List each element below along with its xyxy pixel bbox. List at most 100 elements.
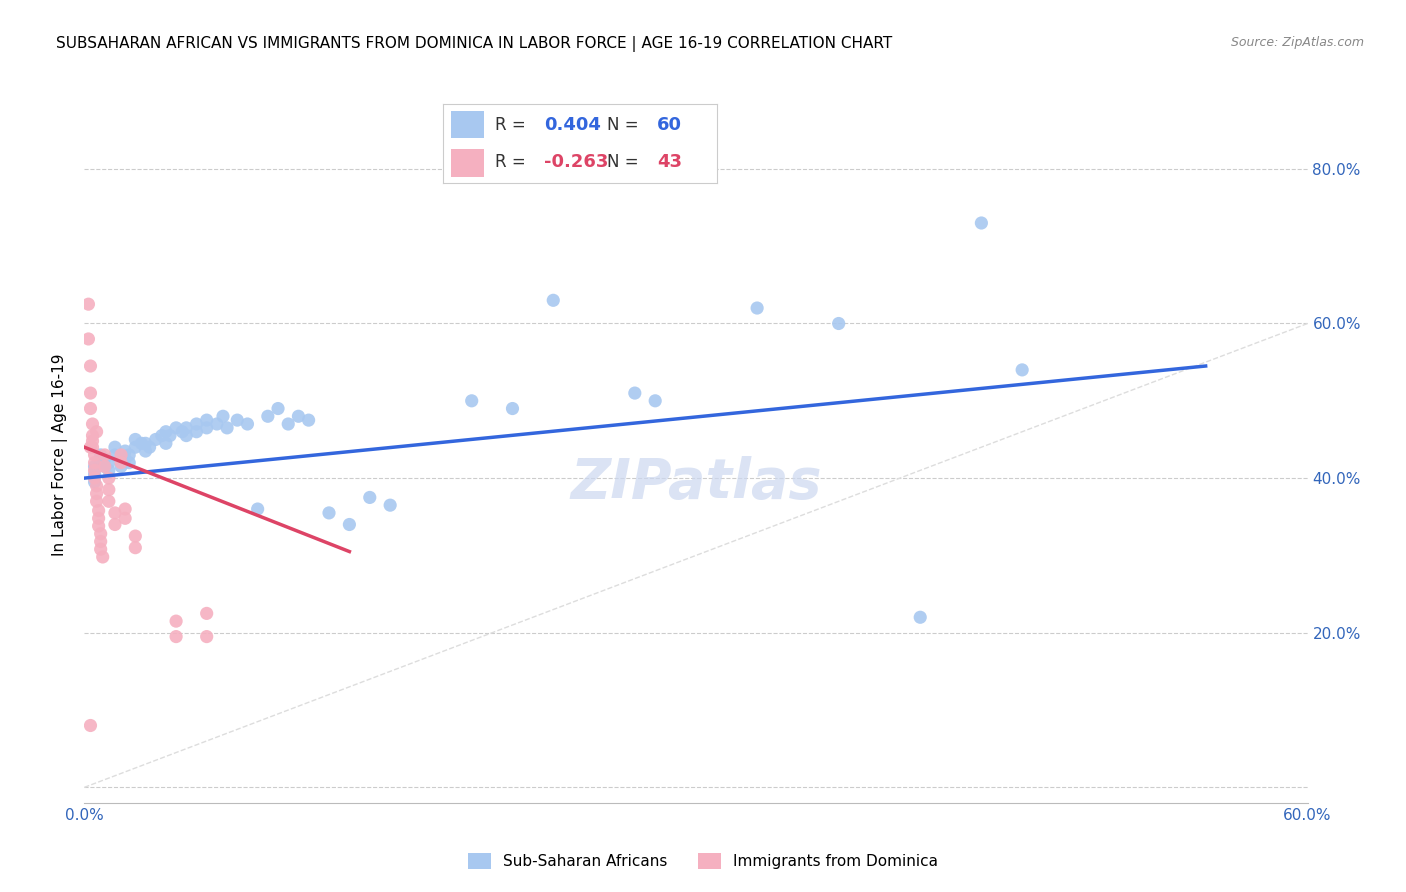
- Point: [77, 297, 100, 311]
- Point: [195, 630, 218, 644]
- Text: 0.404: 0.404: [544, 116, 602, 134]
- Point: [318, 506, 340, 520]
- Point: [543, 293, 565, 308]
- Point: [77, 332, 100, 346]
- Text: SUBSAHARAN AFRICAN VS IMMIGRANTS FROM DOMINICA IN LABOR FORCE | AGE 16-19 CORREL: SUBSAHARAN AFRICAN VS IMMIGRANTS FROM DO…: [56, 36, 893, 52]
- Point: [93, 451, 117, 466]
- Point: [83, 456, 105, 470]
- Legend: Sub-Saharan Africans, Immigrants from Dominica: Sub-Saharan Africans, Immigrants from Do…: [461, 847, 945, 875]
- Point: [226, 413, 249, 427]
- Text: N =: N =: [607, 153, 644, 171]
- Point: [236, 417, 259, 431]
- Point: [124, 529, 146, 543]
- Point: [87, 519, 110, 533]
- Point: [91, 549, 114, 564]
- Point: [83, 467, 105, 482]
- Point: [212, 409, 235, 424]
- Point: [104, 448, 127, 462]
- Point: [104, 506, 127, 520]
- Point: [83, 475, 105, 489]
- Point: [90, 526, 112, 541]
- Point: [104, 440, 127, 454]
- Point: [79, 401, 101, 416]
- Text: ZIPatlas: ZIPatlas: [571, 456, 821, 509]
- Point: [124, 440, 146, 454]
- Point: [910, 610, 932, 624]
- Point: [93, 459, 117, 474]
- Point: [114, 511, 136, 525]
- Point: [86, 425, 108, 439]
- FancyBboxPatch shape: [451, 149, 484, 177]
- Point: [195, 413, 218, 427]
- Point: [118, 448, 141, 462]
- Point: [79, 359, 101, 373]
- Point: [257, 409, 280, 424]
- Point: [97, 456, 120, 470]
- Point: [124, 541, 146, 555]
- Text: Source: ZipAtlas.com: Source: ZipAtlas.com: [1230, 36, 1364, 49]
- Point: [86, 494, 108, 508]
- Point: [90, 534, 112, 549]
- Point: [97, 483, 120, 497]
- Point: [287, 409, 309, 424]
- Point: [502, 401, 524, 416]
- Point: [97, 494, 120, 508]
- Point: [93, 448, 117, 462]
- Point: [90, 448, 112, 462]
- Point: [205, 417, 228, 431]
- Point: [165, 630, 187, 644]
- Point: [82, 428, 104, 442]
- Point: [165, 614, 187, 628]
- Point: [150, 428, 173, 442]
- Point: [97, 471, 120, 485]
- Point: [155, 436, 177, 450]
- Point: [176, 421, 198, 435]
- Point: [87, 511, 110, 525]
- Point: [644, 393, 666, 408]
- Point: [186, 425, 208, 439]
- Text: 43: 43: [657, 153, 682, 171]
- Point: [83, 459, 105, 474]
- Point: [114, 451, 136, 466]
- Point: [86, 486, 108, 500]
- Point: [79, 386, 101, 401]
- Point: [83, 471, 105, 485]
- Point: [83, 448, 105, 462]
- Point: [82, 434, 104, 448]
- Point: [82, 440, 104, 454]
- Point: [828, 317, 851, 331]
- Point: [159, 428, 181, 442]
- Point: [135, 444, 157, 458]
- Point: [118, 456, 141, 470]
- Point: [970, 216, 993, 230]
- Point: [138, 440, 160, 454]
- Point: [165, 421, 187, 435]
- Point: [87, 503, 110, 517]
- Point: [246, 502, 269, 516]
- Text: R =: R =: [495, 116, 531, 134]
- Point: [79, 440, 101, 454]
- Point: [339, 517, 361, 532]
- Y-axis label: In Labor Force | Age 16-19: In Labor Force | Age 16-19: [52, 353, 69, 557]
- Point: [195, 607, 218, 621]
- Point: [82, 417, 104, 431]
- Point: [624, 386, 647, 401]
- Point: [298, 413, 321, 427]
- Point: [110, 459, 132, 474]
- Point: [90, 542, 112, 557]
- Point: [186, 417, 208, 431]
- Point: [380, 498, 402, 512]
- Point: [110, 456, 132, 470]
- Text: R =: R =: [495, 153, 531, 171]
- Text: -0.263: -0.263: [544, 153, 609, 171]
- Point: [114, 502, 136, 516]
- Point: [86, 479, 108, 493]
- Point: [217, 421, 239, 435]
- Point: [359, 491, 381, 505]
- Point: [267, 401, 290, 416]
- Point: [90, 456, 112, 470]
- Point: [97, 463, 120, 477]
- Point: [104, 517, 127, 532]
- Point: [176, 428, 198, 442]
- Text: N =: N =: [607, 116, 644, 134]
